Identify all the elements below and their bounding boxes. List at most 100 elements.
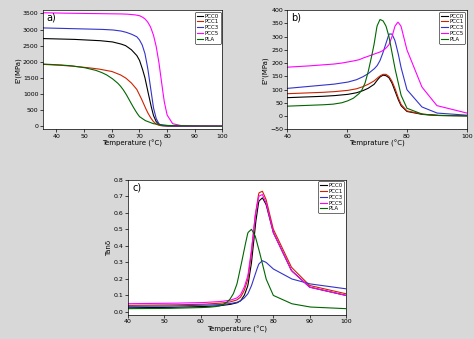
Line: PCC1: PCC1: [287, 74, 467, 116]
PLA: [284, 300, 290, 304]
PCC0: [196, 305, 202, 309]
PCC1: [464, 114, 470, 118]
Line: PLA: PLA: [128, 229, 346, 308]
PLA: [415, 111, 421, 115]
PCC3: [111, 28, 117, 32]
PCC5: [151, 301, 157, 305]
PLA: [153, 122, 159, 126]
PLA: [99, 70, 104, 74]
Line: PCC1: PCC1: [128, 191, 346, 305]
PCC0: [125, 306, 131, 310]
Y-axis label: E'(MPa): E'(MPa): [15, 57, 21, 83]
PCC3: [40, 26, 46, 30]
PCC1: [380, 72, 386, 76]
PCC1: [153, 122, 159, 126]
PCC0: [380, 73, 386, 77]
Legend: PCC0, PCC1, PCC3, PCC5, PLA: PCC0, PCC1, PCC3, PCC5, PLA: [439, 12, 465, 43]
PCC1: [125, 303, 131, 307]
PCC5: [343, 60, 348, 64]
Line: PCC0: PCC0: [287, 75, 467, 116]
PCC5: [395, 20, 401, 24]
PCC5: [414, 74, 420, 78]
PCC1: [356, 86, 361, 90]
PCC5: [284, 259, 290, 263]
PCC5: [111, 12, 117, 16]
Line: PCC3: PCC3: [43, 28, 222, 126]
PCC0: [260, 196, 265, 200]
PCC1: [171, 124, 176, 128]
PCC0: [398, 103, 403, 107]
PLA: [170, 123, 175, 127]
PCC1: [284, 92, 290, 96]
Line: PCC3: PCC3: [128, 261, 346, 306]
Line: PCC0: PCC0: [128, 198, 346, 308]
PCC0: [171, 124, 176, 128]
PCC3: [151, 304, 157, 308]
Line: PCC1: PCC1: [43, 64, 222, 126]
PCC3: [306, 84, 311, 88]
PCC5: [170, 121, 175, 125]
PLA: [398, 92, 403, 96]
PCC1: [170, 124, 175, 128]
PCC5: [219, 124, 225, 128]
PCC5: [171, 122, 176, 126]
X-axis label: Temperature (°C): Temperature (°C): [102, 140, 163, 147]
PCC3: [219, 124, 225, 128]
PCC0: [343, 293, 349, 297]
PCC0: [414, 112, 420, 116]
PCC3: [414, 100, 420, 104]
PCC1: [415, 111, 421, 115]
PCC1: [151, 303, 157, 307]
PLA: [343, 100, 348, 104]
PCC1: [99, 67, 104, 72]
PCC3: [343, 80, 348, 84]
PCC3: [62, 26, 67, 31]
PLA: [62, 63, 67, 67]
PCC1: [196, 302, 202, 306]
PLA: [219, 124, 225, 128]
PLA: [377, 18, 383, 22]
PCC3: [211, 303, 217, 307]
PCC0: [284, 259, 290, 263]
PCC1: [306, 91, 311, 95]
PLA: [196, 305, 202, 310]
PCC0: [356, 90, 361, 94]
PCC3: [99, 27, 104, 32]
PCC0: [153, 119, 159, 123]
PCC3: [387, 32, 392, 36]
Text: a): a): [46, 13, 56, 23]
PCC1: [211, 302, 217, 306]
PCC1: [219, 124, 225, 128]
PCC3: [153, 115, 159, 119]
PCC3: [464, 113, 470, 117]
PCC5: [356, 58, 361, 62]
PLA: [263, 275, 269, 279]
PCC3: [196, 303, 202, 307]
Line: PCC3: PCC3: [287, 34, 467, 115]
PCC5: [464, 111, 470, 115]
Line: PLA: PLA: [287, 20, 467, 116]
PCC5: [284, 65, 290, 69]
PCC5: [263, 200, 269, 204]
PLA: [343, 306, 349, 311]
PCC5: [125, 302, 131, 306]
PCC3: [171, 124, 176, 128]
PLA: [249, 227, 255, 231]
PCC5: [260, 193, 265, 197]
PLA: [306, 103, 311, 107]
PCC0: [170, 124, 175, 128]
Legend: PCC0, PCC1, PCC3, PCC5, PLA: PCC0, PCC1, PCC3, PCC5, PLA: [195, 12, 221, 43]
PCC1: [40, 62, 46, 66]
PLA: [464, 114, 470, 118]
PLA: [211, 305, 217, 309]
PCC3: [283, 274, 289, 278]
PCC5: [99, 12, 104, 16]
PLA: [125, 306, 131, 311]
Text: b): b): [291, 13, 301, 23]
PCC5: [153, 42, 159, 46]
Y-axis label: E''(MPa): E''(MPa): [262, 56, 269, 84]
PCC0: [151, 305, 157, 310]
PCC3: [415, 101, 421, 105]
PCC3: [260, 259, 265, 263]
PCC0: [62, 37, 67, 41]
